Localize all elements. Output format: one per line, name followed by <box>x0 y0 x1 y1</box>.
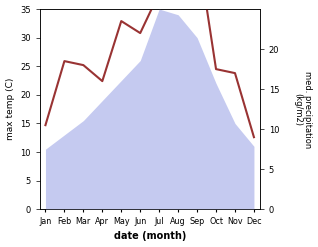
Y-axis label: med. precipitation
(kg/m2): med. precipitation (kg/m2) <box>293 71 313 148</box>
Y-axis label: max temp (C): max temp (C) <box>5 78 15 140</box>
X-axis label: date (month): date (month) <box>114 231 186 242</box>
